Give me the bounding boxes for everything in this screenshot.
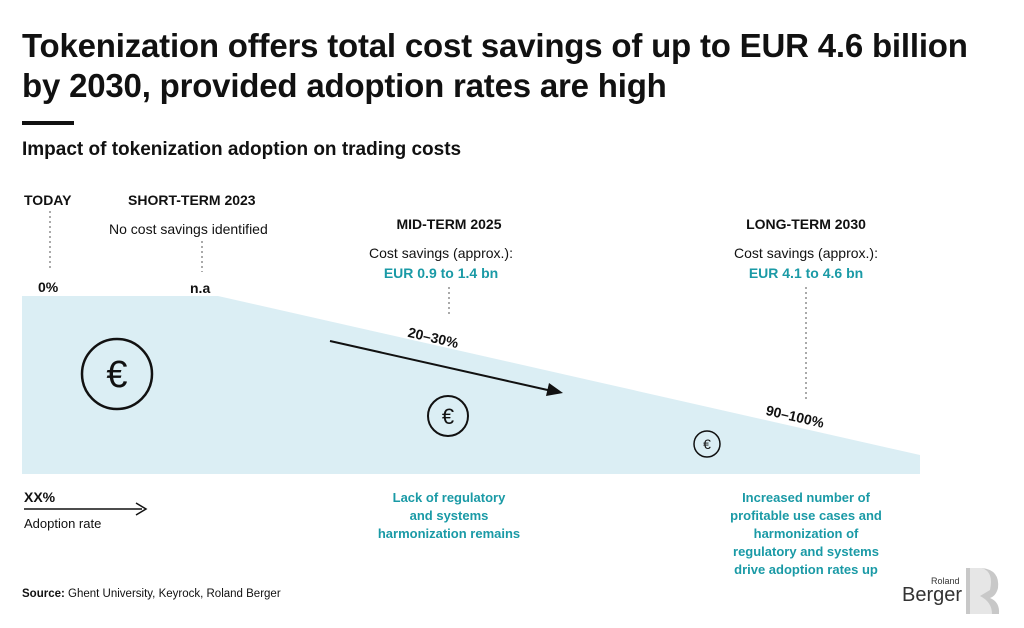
chart-subtitle: Impact of tokenization adoption on tradi…	[22, 139, 462, 160]
legend-rate-placeholder: XX%	[24, 489, 56, 505]
source-text: Ghent University, Keyrock, Roland Berger	[68, 588, 281, 600]
trend-arrow	[329, 340, 553, 392]
cost-area	[22, 296, 920, 474]
phase-long-savings: EUR 4.1 to 4.6 bn	[748, 265, 864, 281]
note-mid-line: harmonization remains	[377, 526, 521, 541]
source-note: Source: Ghent University, Keyrock, Rolan…	[22, 588, 281, 600]
phase-today-label: TODAY	[24, 192, 72, 208]
svg-text:€: €	[703, 436, 711, 452]
phase-long-label: LONG-TERM 2030	[746, 216, 866, 232]
phase-mid-savings: EUR 0.9 to 1.4 bn	[383, 265, 499, 281]
roland-berger-logo-mark	[966, 568, 1000, 614]
logo-text-big: Berger	[902, 584, 963, 606]
logo-text-small: Roland	[931, 576, 960, 586]
trend-arrow-head	[546, 383, 563, 396]
title-rule	[22, 121, 74, 125]
note-long-line: regulatory and systems	[733, 544, 879, 559]
phase-mid-label: MID-TERM 2025	[396, 216, 502, 232]
note-long-line: profitable use cases and	[730, 508, 882, 523]
note-long-line: Increased number of	[742, 490, 870, 505]
phase-short-label: SHORT-TERM 2023	[128, 192, 256, 208]
note-long-line: harmonization of	[753, 526, 859, 541]
rate-short: n.a	[190, 280, 211, 296]
note-long: Increased number of profitable use cases…	[696, 489, 916, 579]
legend-axis-label: Adoption rate	[24, 516, 102, 531]
rate-today: 0%	[38, 279, 59, 295]
note-mid: Lack of regulatory and systems harmoniza…	[349, 489, 549, 543]
page-title: Tokenization offers total cost savings o…	[22, 27, 968, 104]
euro-icon-medium: €	[427, 395, 469, 437]
phase-mid-detail: Cost savings (approx.):	[369, 245, 513, 261]
legend-arrow-head	[135, 502, 148, 516]
euro-icon-small: €	[693, 430, 721, 458]
svg-text:€: €	[106, 354, 127, 396]
phase-short-detail: No cost savings identified	[109, 221, 268, 237]
note-mid-line: Lack of regulatory	[392, 490, 506, 505]
note-long-line: drive adoption rates up	[734, 562, 878, 577]
source-label: Source:	[22, 588, 65, 600]
euro-icon-large: €	[80, 337, 154, 411]
phase-long-detail: Cost savings (approx.):	[734, 245, 878, 261]
note-mid-line: and systems	[409, 508, 489, 523]
svg-text:€: €	[442, 404, 454, 429]
